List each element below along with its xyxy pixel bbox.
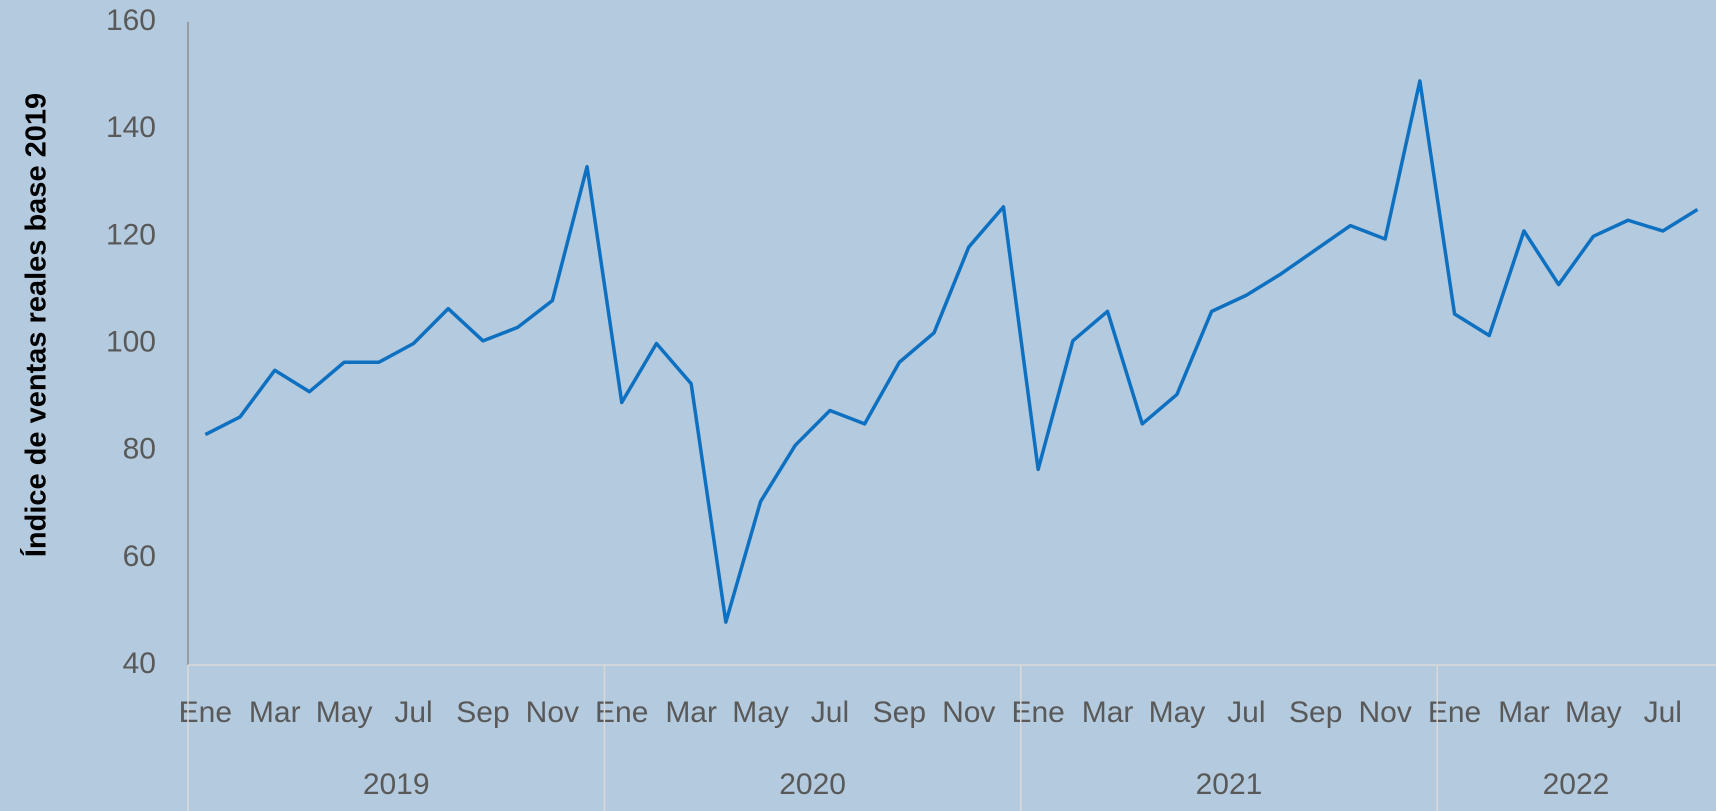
x-tick-label: Nov bbox=[942, 696, 995, 729]
y-axis-label: Índice de ventas reales base 2019 bbox=[19, 93, 53, 557]
x-tick-label: Mar bbox=[1082, 696, 1134, 729]
x-tick-label: May bbox=[1149, 696, 1206, 729]
y-tick-label: 40 bbox=[123, 647, 156, 680]
series-line bbox=[204, 79, 1699, 624]
x-tick-label: Mar bbox=[249, 696, 301, 729]
x-tick-label: Ene bbox=[1011, 696, 1064, 729]
group-label: 2020 bbox=[779, 768, 846, 801]
group-label: 2021 bbox=[1196, 768, 1263, 801]
x-tick-label: Ene bbox=[595, 696, 648, 729]
x-tick-label: May bbox=[316, 696, 373, 729]
x-tick-label: Ene bbox=[1428, 696, 1481, 729]
x-tick-label: Jul bbox=[1227, 696, 1265, 729]
x-tick-label: Sep bbox=[1289, 696, 1342, 729]
y-tick-label: 60 bbox=[123, 540, 156, 573]
x-tick-label: Sep bbox=[456, 696, 509, 729]
x-tick-label: Sep bbox=[873, 696, 926, 729]
x-tick-label: Ene bbox=[179, 696, 232, 729]
x-tick-label: Jul bbox=[394, 696, 432, 729]
y-tick-label: 140 bbox=[106, 111, 156, 144]
x-tick-label: May bbox=[1565, 696, 1622, 729]
group-label: 2022 bbox=[1543, 768, 1610, 801]
x-tick-label: Nov bbox=[526, 696, 579, 729]
y-tick-label: 80 bbox=[123, 433, 156, 466]
x-tick-label: Mar bbox=[665, 696, 717, 729]
x-tick-label: Jul bbox=[811, 696, 849, 729]
x-tick-label: Nov bbox=[1358, 696, 1411, 729]
x-tick-label: Mar bbox=[1498, 696, 1550, 729]
x-tick-label: Jul bbox=[1644, 696, 1682, 729]
y-tick-label: 100 bbox=[106, 325, 156, 358]
y-tick-label: 160 bbox=[106, 4, 156, 37]
y-tick-label: 120 bbox=[106, 218, 156, 251]
x-tick-label: May bbox=[732, 696, 789, 729]
group-label: 2019 bbox=[363, 768, 430, 801]
